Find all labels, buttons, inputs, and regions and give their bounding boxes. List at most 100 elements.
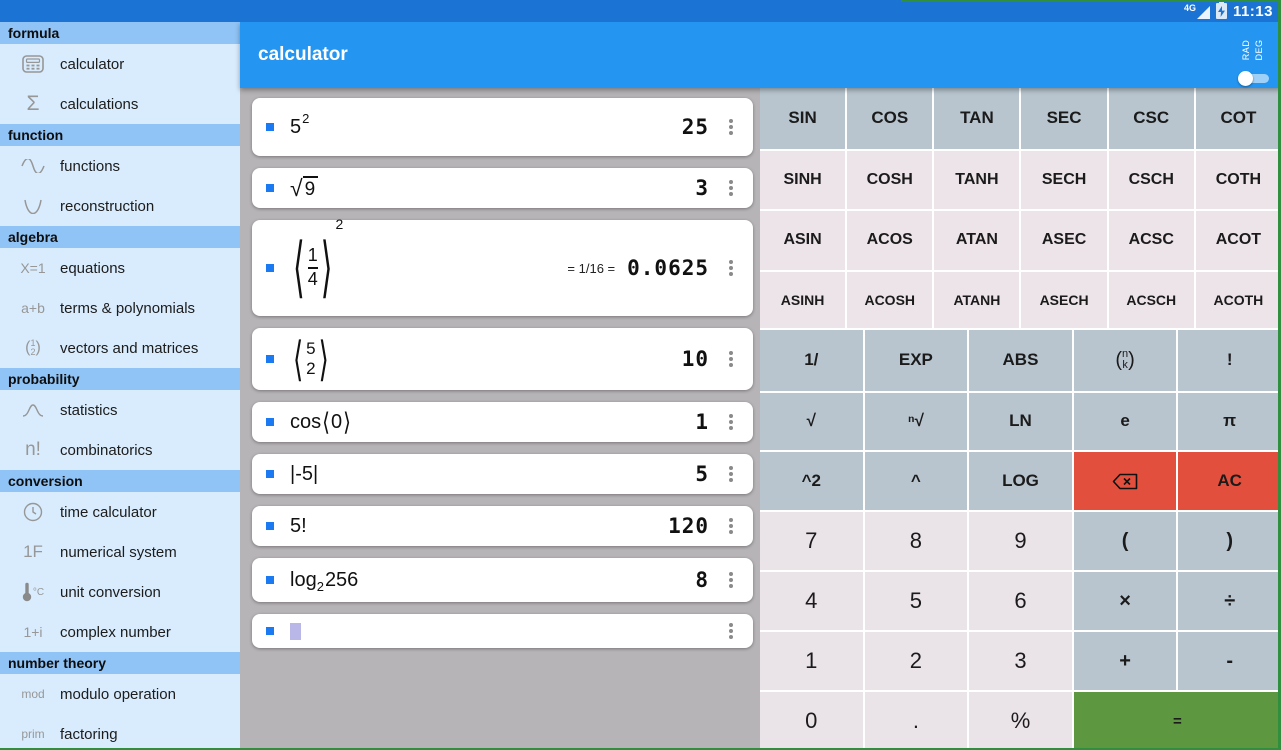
sidebar-item-combinatorics[interactable]: n! combinatorics (0, 430, 240, 470)
sidebar-item-complex-number[interactable]: 1+i complex number (0, 612, 240, 652)
key-1[interactable]: 1 (760, 632, 863, 690)
sidebar-section-conversion: conversion (0, 470, 240, 492)
key-cos[interactable]: COS (847, 88, 933, 149)
key-tanh[interactable]: TANH (934, 150, 1020, 209)
key-divide[interactable]: ÷ (1178, 572, 1281, 630)
key-acosh[interactable]: ACOSH (847, 271, 933, 328)
history-card-power[interactable]: 5 2 25 (252, 98, 753, 156)
key-8[interactable]: 8 (864, 512, 968, 570)
sidebar-item-factoring[interactable]: prim factoring (0, 714, 240, 750)
key-open-paren[interactable]: ( (1073, 512, 1177, 570)
sidebar-item-calculator[interactable]: calculator (0, 44, 240, 84)
key-csch[interactable]: CSCH (1108, 150, 1194, 209)
key-9[interactable]: 9 (969, 512, 1072, 570)
sidebar-item-calculations[interactable]: Σ calculations (0, 84, 240, 124)
history-card-sqrt[interactable]: √ 9 3 (252, 168, 753, 208)
key-acsc[interactable]: ACSC (1108, 211, 1194, 270)
key-asech[interactable]: ASECH (1021, 271, 1107, 328)
kebab-menu-icon[interactable] (721, 558, 741, 602)
rad-deg-switch[interactable] (1238, 71, 1269, 86)
sidebar-item-statistics[interactable]: statistics (0, 390, 240, 430)
history-card-input[interactable] (252, 614, 753, 648)
key-square[interactable]: ^2 (760, 452, 863, 510)
sigma-icon: Σ (26, 92, 40, 115)
key-2[interactable]: 2 (864, 632, 968, 690)
sidebar-section-function: function (0, 124, 240, 146)
history-card-binomial[interactable]: ⟨ 5 2 ⟩ 10 (252, 328, 753, 390)
key-e[interactable]: e (1073, 392, 1177, 451)
app-header: calculator RAD DEG (240, 22, 1281, 88)
sidebar-item-terms-polynomials[interactable]: a+b terms & polynomials (0, 288, 240, 328)
key-0[interactable]: 0 (760, 692, 863, 750)
key-asec[interactable]: ASEC (1021, 211, 1107, 270)
key-6[interactable]: 6 (969, 572, 1072, 630)
key-nth-root[interactable]: ⁿ√ (864, 392, 968, 451)
sidebar-item-time-calculator[interactable]: time calculator (0, 492, 240, 532)
sidebar-item-modulo-operation[interactable]: mod modulo operation (0, 674, 240, 714)
kebab-menu-icon[interactable] (721, 506, 741, 546)
key-asinh[interactable]: ASINH (760, 271, 846, 328)
history-card-cos[interactable]: cos ⟨ 0 ⟩ 1 (252, 402, 753, 442)
key-minus[interactable]: - (1178, 632, 1281, 690)
sidebar-item-equations[interactable]: X=1 equations (0, 248, 240, 288)
key-backspace[interactable] (1073, 452, 1177, 510)
key-asin[interactable]: ASIN (760, 211, 846, 270)
key-abs[interactable]: ABS (969, 330, 1072, 391)
key-ac[interactable]: AC (1178, 452, 1281, 510)
history-card-log[interactable]: log 2 256 8 (252, 558, 753, 602)
key-multiply[interactable]: × (1073, 572, 1177, 630)
key-log[interactable]: LOG (969, 452, 1072, 510)
key-tan[interactable]: TAN (934, 88, 1020, 149)
key-binomial[interactable]: ( n k ) (1073, 330, 1177, 391)
key-factorial[interactable]: ! (1178, 330, 1281, 391)
angle-unit-toggle[interactable]: RAD DEG (1238, 34, 1269, 86)
key-cosh[interactable]: COSH (847, 150, 933, 209)
kebab-menu-icon[interactable] (721, 168, 741, 208)
key-acoth[interactable]: ACOTH (1195, 271, 1281, 328)
key-atan[interactable]: ATAN (934, 211, 1020, 270)
key-7[interactable]: 7 (760, 512, 863, 570)
key-exp[interactable]: EXP (864, 330, 968, 391)
bullet-icon (266, 470, 274, 478)
sidebar-item-functions[interactable]: functions (0, 146, 240, 186)
key-atanh[interactable]: ATANH (934, 271, 1020, 328)
key-csc[interactable]: CSC (1108, 88, 1194, 149)
key-acos[interactable]: ACOS (847, 211, 933, 270)
key-sqrt[interactable]: √ (760, 392, 863, 451)
sidebar-item-vectors-matrices[interactable]: ( 1 2 ) vectors and matrices (0, 328, 240, 368)
history-card-abs[interactable]: |-5| 5 (252, 454, 753, 494)
key-percent[interactable]: % (969, 692, 1072, 750)
key-dot[interactable]: . (864, 692, 968, 750)
kebab-menu-icon[interactable] (721, 454, 741, 494)
key-equals[interactable]: = (1073, 692, 1281, 750)
key-3[interactable]: 3 (969, 632, 1072, 690)
kebab-menu-icon[interactable] (721, 402, 741, 442)
history-card-fraction-power[interactable]: ⟨ 1 4 ⟩ 2 = 1/16 = 0.0625 (252, 216, 753, 316)
kebab-menu-icon[interactable] (721, 328, 741, 390)
key-sec[interactable]: SEC (1021, 88, 1107, 149)
key-power[interactable]: ^ (864, 452, 968, 510)
history-card-factorial[interactable]: 5! 120 (252, 506, 753, 546)
sidebar-item-unit-conversion[interactable]: °C unit conversion (0, 572, 240, 612)
key-sech[interactable]: SECH (1021, 150, 1107, 209)
key-close-paren[interactable]: ) (1178, 512, 1281, 570)
key-sinh[interactable]: SINH (760, 150, 846, 209)
sidebar-item-reconstruction[interactable]: reconstruction (0, 186, 240, 226)
key-sin[interactable]: SIN (760, 88, 846, 149)
switch-knob[interactable] (1238, 71, 1253, 86)
key-pi[interactable]: π (1178, 392, 1281, 451)
kebab-menu-icon[interactable] (721, 98, 741, 156)
input-cursor[interactable] (290, 622, 301, 640)
key-acsch[interactable]: ACSCH (1108, 271, 1194, 328)
kebab-menu-icon[interactable] (721, 220, 741, 316)
key-cot[interactable]: COT (1195, 88, 1281, 149)
key-acot[interactable]: ACOT (1195, 211, 1281, 270)
key-4[interactable]: 4 (760, 572, 863, 630)
key-coth[interactable]: COTH (1195, 150, 1281, 209)
key-plus[interactable]: + (1073, 632, 1177, 690)
sidebar-item-numerical-system[interactable]: 1F numerical system (0, 532, 240, 572)
kebab-menu-icon[interactable] (721, 614, 741, 648)
key-reciprocal[interactable]: 1/ (760, 330, 863, 391)
key-5[interactable]: 5 (864, 572, 968, 630)
key-ln[interactable]: LN (969, 392, 1072, 451)
